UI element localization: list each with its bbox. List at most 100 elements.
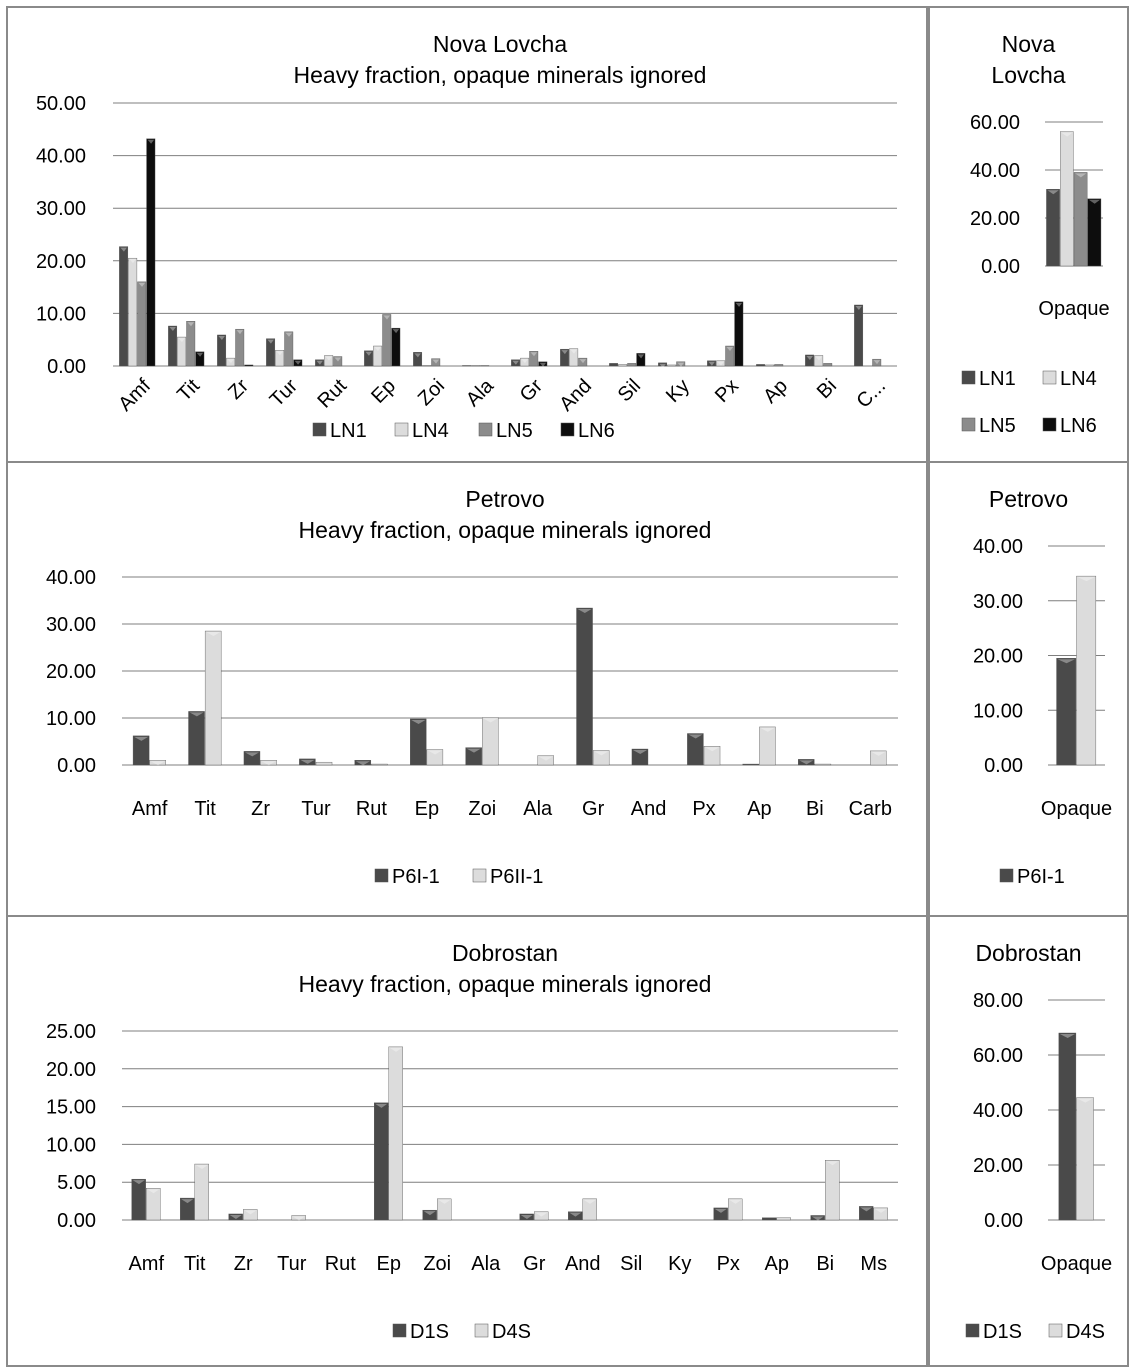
chart-subtitle: Heavy fraction, opaque minerals ignored <box>299 517 712 543</box>
y-tick-label: 40.00 <box>973 1100 1023 1122</box>
bar-d4s-ep <box>388 1046 403 1221</box>
chart-panel-petrovo-opaque: Petrovo 0.00 10.00 20.00 30.00 40.00 Opaque P6I… <box>928 461 1129 917</box>
bar-p6ii-1-ap <box>759 726 776 766</box>
bar-ln1-ky <box>658 362 668 367</box>
bar-ln4-tur <box>275 350 285 367</box>
chart-dobrostan-opaque: Dobrostan 0.00 20.00 40.00 60.00 80.00 Opaque D… <box>965 940 1112 1343</box>
bar-cap <box>438 1199 451 1204</box>
bar-cap <box>267 339 274 344</box>
bar-cap <box>717 361 724 366</box>
bar-cap <box>138 282 146 287</box>
bar-p6i-1-zoi <box>465 747 482 766</box>
legend-swatch <box>474 1323 489 1338</box>
bar-d1s-amf <box>131 1178 146 1221</box>
bar-p6i-1-px <box>687 733 704 766</box>
bar-cap <box>1077 1098 1093 1103</box>
bar-p6ii-1-bi <box>814 763 832 766</box>
x-tick-label: Ap <box>747 798 771 820</box>
chart-title: Nova Lovcha <box>433 31 567 57</box>
bar-cap <box>236 330 244 335</box>
y-tick-label: 40.00 <box>970 160 1020 182</box>
bar-cap <box>178 338 185 343</box>
bar-ln5-zr <box>235 328 245 367</box>
bar-ln6-sil <box>636 353 646 367</box>
x-tick-label: Gr <box>516 375 548 407</box>
bar-d4s-ap <box>776 1217 791 1221</box>
bar-cap <box>520 1214 533 1219</box>
bar-p6i-1-opaque <box>1056 658 1077 766</box>
chart-panel-nova-lovcha: Nova Lovcha Heavy fraction, opaque minera… <box>6 6 928 463</box>
bar-cap <box>374 347 381 352</box>
bar-d1s-ap <box>762 1217 777 1221</box>
bar-cap <box>570 349 577 354</box>
x-tick-label: Ala <box>523 798 553 820</box>
bar-ln5-opaque <box>1073 172 1088 267</box>
legend-swatch <box>999 868 1014 883</box>
x-tick-label: Tur <box>301 798 331 820</box>
bar-cap <box>261 761 276 766</box>
bar-p6i-1-tit <box>188 711 205 766</box>
chart-petrovo: Petrovo Heavy fraction, opaque minerals i… <box>46 486 898 888</box>
x-tick-label: Bi <box>816 1253 834 1275</box>
bar-d1s-ep <box>374 1102 389 1221</box>
legend-swatch <box>392 1323 407 1338</box>
bar-p6i-1-gr <box>576 607 593 766</box>
legend-swatch <box>394 422 409 437</box>
y-tick-label: 10.00 <box>46 708 96 730</box>
plot-group: Petrovo Heavy fraction, opaque minerals i… <box>46 486 898 888</box>
bar-cap <box>760 727 775 732</box>
bar-p6ii-1-zr <box>260 760 277 766</box>
bar-ln4-ap <box>765 364 775 367</box>
bar-ln5-ap <box>774 364 784 367</box>
x-tick-label: Zoi <box>468 798 496 820</box>
chart-title: Petrovo <box>989 486 1068 512</box>
bar-ln4-ky <box>667 364 677 367</box>
bar-p6ii-1-tit <box>204 630 222 766</box>
bar-cap <box>389 1047 402 1052</box>
bar-d4s-opaque <box>1076 1097 1094 1221</box>
legend-swatch <box>374 868 389 883</box>
y-tick-label: 20.00 <box>46 661 96 683</box>
x-tick-label: Zoi <box>414 375 449 410</box>
bar-cap <box>714 1208 727 1213</box>
y-tick-label: 60.00 <box>973 1045 1023 1067</box>
bar-ln1-px <box>707 360 717 367</box>
chart-dobrostan: Dobrostan Heavy fraction, opaque minerals… <box>46 940 898 1343</box>
bar-cap <box>583 1199 596 1204</box>
bar-cap <box>677 362 685 367</box>
legend-swatch <box>961 417 976 432</box>
bar-cap <box>1047 190 1059 195</box>
bar-cap <box>577 609 592 614</box>
bar-ln1-zr <box>217 334 227 367</box>
bar-cap <box>147 139 155 144</box>
bar-ln6-amf <box>146 138 156 367</box>
bar-d4s-zr <box>243 1209 258 1221</box>
y-tick-label: 30.00 <box>46 614 96 636</box>
bar-d4s-and <box>582 1198 597 1221</box>
bar-p6i-1-and <box>631 748 649 766</box>
y-tick-label: 0.00 <box>981 256 1020 278</box>
x-tick-label: Ky <box>668 1253 691 1275</box>
bar-ln5-gr <box>529 351 539 367</box>
x-tick-label: Tur <box>277 1253 307 1275</box>
x-tick-label: And <box>555 375 596 416</box>
bar-ln1-rut <box>315 359 325 367</box>
y-tick-label: 20.00 <box>973 1155 1023 1177</box>
bar-cap <box>1075 173 1087 178</box>
plot-group: Petrovo 0.00 10.00 20.00 30.00 40.00 Opaque P6I… <box>973 486 1112 888</box>
legend-swatch <box>560 422 575 437</box>
bar-cap <box>530 352 538 357</box>
bar-cap <box>871 751 886 756</box>
y-tick-label: 0.00 <box>47 356 86 378</box>
bar-ln4-rut <box>324 355 334 367</box>
x-tick-label: Opaque <box>1041 798 1112 820</box>
chart-title: Nova <box>1002 31 1056 57</box>
plot-group: Dobrostan Heavy fraction, opaque minerals… <box>46 940 898 1343</box>
x-tick-label: And <box>565 1253 601 1275</box>
bar-ln5-and <box>578 357 588 367</box>
chart-title: Petrovo <box>465 486 544 512</box>
bar-cap <box>1057 659 1075 664</box>
legend-label: LN4 <box>1060 368 1097 390</box>
bar-cap <box>334 357 342 362</box>
bar-cap <box>705 747 720 752</box>
